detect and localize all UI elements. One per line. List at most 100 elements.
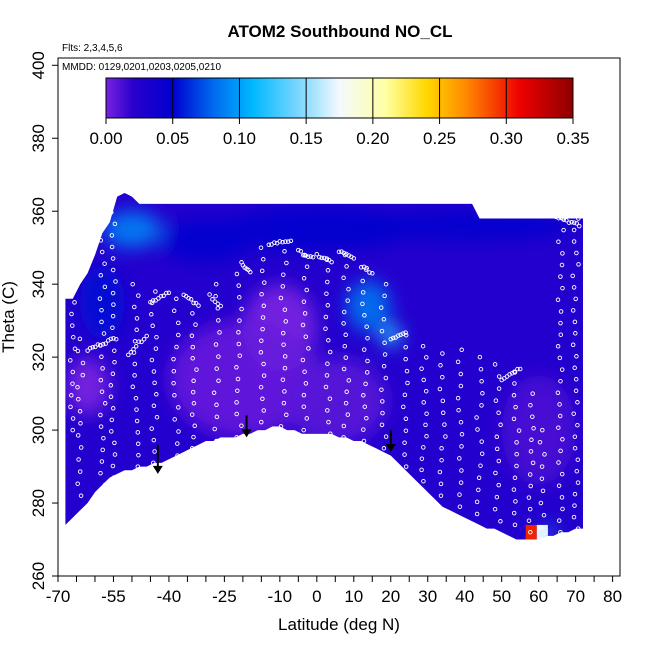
obs-point	[575, 400, 580, 405]
obs-point	[530, 414, 535, 419]
obs-point	[111, 475, 117, 480]
obs-point	[364, 415, 369, 421]
obs-point	[528, 449, 534, 454]
obs-point	[496, 482, 501, 488]
obs-point	[528, 483, 533, 489]
obs-point	[188, 297, 194, 302]
obs-point	[572, 491, 578, 497]
obs-point	[556, 460, 561, 465]
obs-point	[572, 503, 577, 508]
obs-point	[69, 311, 74, 317]
obs-point	[496, 386, 502, 391]
obs-point	[110, 256, 116, 261]
obs-point	[261, 408, 267, 413]
y-tick-label: 260	[29, 562, 48, 590]
obs-point	[516, 428, 522, 433]
obs-point	[512, 522, 518, 528]
obs-point	[388, 336, 394, 342]
obs-point	[110, 267, 116, 273]
colorbar-gradient	[105, 77, 574, 119]
obs-point	[476, 487, 481, 493]
obs-point	[301, 404, 307, 409]
concentration-blob	[353, 211, 576, 241]
obs-point	[161, 293, 166, 299]
obs-point	[100, 342, 106, 347]
obs-point	[111, 336, 116, 341]
obs-point	[235, 376, 241, 382]
obs-point	[282, 365, 288, 371]
obs-point	[305, 254, 311, 259]
obs-point	[341, 435, 346, 440]
obs-point	[216, 318, 221, 323]
obs-point	[131, 346, 136, 352]
obs-point	[296, 247, 301, 253]
obs-point	[559, 495, 565, 500]
obs-point	[360, 301, 365, 307]
obs-point	[278, 424, 284, 429]
obs-point	[194, 367, 199, 372]
obs-point	[324, 257, 329, 262]
obs-point	[557, 355, 563, 361]
obs-point	[404, 368, 410, 374]
obs-point	[424, 355, 429, 360]
obs-point	[280, 377, 286, 382]
x-tick-label: 0	[312, 587, 321, 606]
obs-point	[439, 446, 444, 451]
obs-point	[577, 223, 582, 229]
obs-point	[108, 394, 114, 400]
obs-point	[304, 416, 310, 421]
obs-point	[559, 471, 565, 477]
obs-point	[130, 281, 135, 287]
obs-point	[474, 511, 480, 517]
obs-point	[573, 331, 578, 336]
obs-point	[477, 354, 483, 360]
obs-point	[191, 300, 196, 306]
obs-point	[381, 363, 387, 369]
obs-point	[439, 457, 444, 463]
obs-point	[87, 345, 93, 351]
obs-point	[511, 510, 517, 516]
obs-point	[108, 336, 114, 342]
obs-point	[109, 198, 115, 204]
obs-point	[479, 439, 484, 444]
obs-point	[144, 333, 149, 339]
obs-point	[572, 445, 578, 451]
obs-point	[317, 254, 322, 260]
obs-point	[327, 396, 333, 401]
obs-point	[395, 333, 401, 338]
obs-point	[367, 270, 372, 275]
obs-point	[101, 331, 107, 336]
obs-point	[360, 290, 366, 295]
obs-point	[421, 478, 426, 484]
obs-point	[190, 389, 196, 395]
obs-point	[85, 348, 90, 353]
obs-point	[575, 526, 581, 531]
obs-point	[528, 529, 533, 535]
obs-point	[68, 404, 73, 410]
obs-point	[134, 418, 140, 424]
obs-point	[98, 424, 104, 429]
obs-point	[72, 346, 78, 352]
obs-point	[176, 405, 181, 410]
obs-point	[213, 281, 219, 287]
obs-point	[110, 371, 116, 377]
obs-point	[109, 417, 115, 423]
obs-point	[442, 422, 447, 427]
obs-point	[459, 468, 464, 473]
obs-point	[130, 384, 136, 390]
obs-point	[345, 412, 351, 417]
obs-point	[98, 470, 103, 476]
obs-point	[458, 480, 464, 485]
obs-point	[478, 366, 484, 372]
obs-point	[261, 361, 266, 367]
obs-point	[282, 354, 288, 359]
obs-point	[383, 434, 389, 439]
obs-point	[149, 426, 154, 431]
obs-point	[272, 240, 277, 245]
obs-point	[540, 427, 545, 433]
obs-point	[151, 369, 157, 374]
obs-point	[325, 279, 330, 285]
obs-point	[564, 218, 569, 223]
obs-point	[210, 297, 215, 302]
obs-point	[419, 456, 425, 461]
